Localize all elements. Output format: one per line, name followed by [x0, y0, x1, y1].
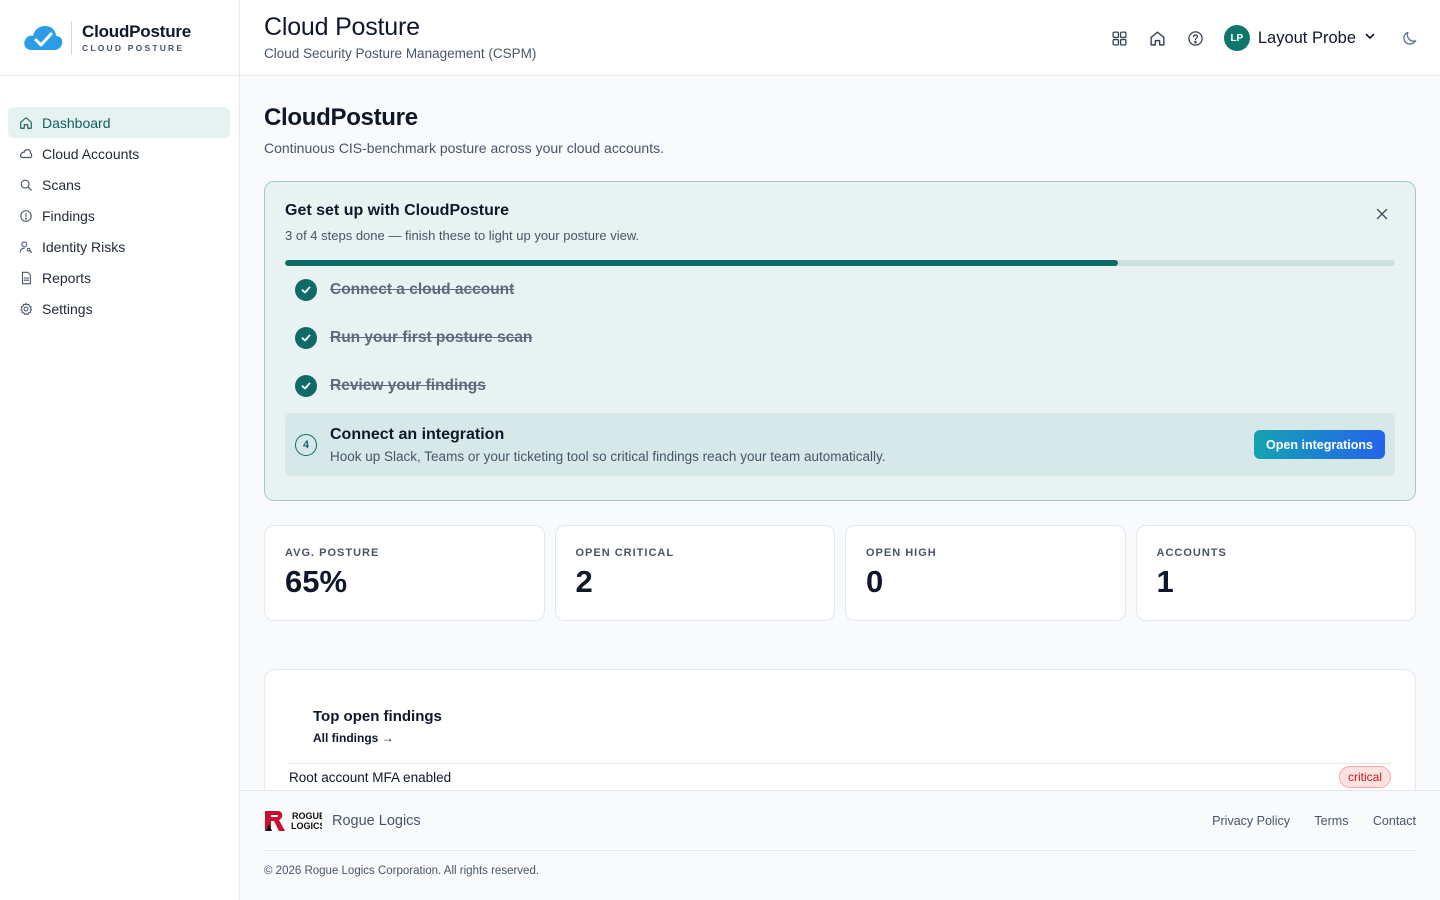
- sidebar-item-label: Identity Risks: [42, 238, 126, 255]
- terms-link[interactable]: Terms: [1314, 813, 1349, 828]
- cloud-check-logo-icon: [22, 22, 64, 54]
- stat-value: 2: [575, 564, 593, 599]
- all-findings-link[interactable]: All findings →: [313, 731, 394, 745]
- sidebar-item-label: Reports: [42, 269, 92, 286]
- avatar: LP: [1223, 25, 1250, 51]
- setup-step-done[interactable]: Run your first posture scan: [285, 314, 1395, 362]
- sidebar-item-cloud-accounts[interactable]: Cloud Accounts: [8, 138, 230, 169]
- findings-title: Top open findings: [313, 708, 442, 725]
- header-actions: LP Layout Probe: [1110, 0, 1440, 76]
- contact-link[interactable]: Contact: [1372, 813, 1416, 828]
- check-circle-icon: [295, 327, 317, 349]
- copyright: © 2026 Rogue Logics Corporation. All rig…: [264, 865, 540, 877]
- step-number-badge: 4: [295, 433, 317, 456]
- stat-value: 65%: [285, 564, 348, 599]
- apps-grid-icon[interactable]: [1110, 28, 1130, 48]
- sidebar-nav: Dashboard Cloud Accounts Scans Findings …: [0, 76, 239, 324]
- setup-step-current-title: Connect an integration: [330, 425, 505, 443]
- open-integrations-button[interactable]: Open integrations: [1254, 430, 1385, 459]
- stat-label: OPEN CRITICAL: [575, 547, 675, 559]
- setup-checklist-card: Get set up with CloudPosture 3 of 4 step…: [264, 181, 1416, 501]
- table-row[interactable]: Root account MFA enabled critical: [289, 764, 1391, 790]
- stat-value: 0: [866, 564, 884, 599]
- stat-value: 1: [1156, 564, 1174, 599]
- sidebar-item-findings[interactable]: Findings: [8, 200, 230, 231]
- chevron-down-icon: [1364, 29, 1376, 47]
- setup-progress-bar: [285, 260, 1395, 266]
- setup-step-done[interactable]: Review your findings: [285, 362, 1395, 410]
- gear-icon: [19, 302, 33, 316]
- logo-text-logics: LOGICS: [291, 821, 322, 831]
- footer-brand[interactable]: ROGUE LOGICS Rogue Logics: [264, 808, 421, 834]
- brand-divider: [71, 20, 72, 55]
- check-circle-icon: [295, 279, 317, 301]
- help-icon[interactable]: [1186, 28, 1206, 48]
- search-icon: [19, 178, 33, 192]
- findings-divider: [289, 763, 1391, 764]
- setup-step-done[interactable]: Connect a cloud account: [285, 266, 1395, 314]
- setup-step-current-description: Hook up Slack, Teams or your ticketing t…: [330, 448, 886, 464]
- home-icon[interactable]: [1148, 28, 1168, 48]
- home-icon: [19, 116, 33, 130]
- sidebar-item-label: Findings: [42, 207, 95, 224]
- sidebar-item-reports[interactable]: Reports: [8, 262, 230, 293]
- stat-label: AVG. POSTURE: [285, 547, 380, 559]
- brand-name: CloudPosture: [82, 21, 192, 41]
- footer-top: ROGUE LOGICS Rogue Logics Privacy Policy…: [264, 791, 1416, 851]
- user-name: Layout Probe: [1257, 28, 1356, 47]
- brand[interactable]: CloudPosture CLOUD POSTURE: [0, 0, 239, 76]
- stats-row: AVG. POSTURE 65% OPEN CRITICAL 2 OPEN HI…: [264, 525, 1416, 621]
- header-subtitle: Cloud Security Posture Management (CSPM): [264, 46, 537, 61]
- stat-label: OPEN HIGH: [866, 547, 937, 559]
- close-icon[interactable]: [1375, 207, 1389, 221]
- page-title: CloudPosture: [264, 104, 418, 131]
- sidebar-item-dashboard[interactable]: Dashboard: [8, 107, 230, 138]
- cloud-icon: [19, 147, 33, 161]
- footer: ROGUE LOGICS Rogue Logics Privacy Policy…: [240, 790, 1440, 900]
- topbar: Cloud Posture Cloud Security Posture Man…: [240, 0, 1440, 76]
- top-findings-card: Top open findings All findings → Root ac…: [264, 669, 1416, 790]
- stat-card-accounts: ACCOUNTS 1: [1135, 525, 1416, 621]
- setup-progress-fill: [285, 260, 1118, 266]
- alert-circle-icon: [19, 209, 33, 223]
- page-subtitle: Continuous CIS-benchmark posture across …: [264, 140, 664, 156]
- footer-links: Privacy Policy Terms Contact: [1192, 812, 1416, 830]
- sidebar-item-identity-risks[interactable]: Identity Risks: [8, 231, 230, 262]
- privacy-policy-link[interactable]: Privacy Policy: [1212, 813, 1290, 828]
- severity-badge: critical: [1338, 766, 1391, 788]
- moon-icon[interactable]: [1400, 28, 1420, 48]
- sidebar-item-settings[interactable]: Settings: [8, 293, 230, 324]
- sidebar: CloudPosture CLOUD POSTURE Dashboard Clo…: [0, 0, 240, 900]
- sidebar-item-scans[interactable]: Scans: [8, 169, 230, 200]
- stat-label: ACCOUNTS: [1156, 547, 1227, 559]
- sidebar-item-label: Settings: [42, 300, 93, 317]
- sidebar-item-label: Dashboard: [42, 114, 111, 131]
- setup-subtitle: 3 of 4 steps done — finish these to ligh…: [285, 228, 640, 243]
- setup-step-label: Connect a cloud account: [330, 281, 515, 298]
- document-icon: [19, 271, 33, 285]
- findings-header: Top open findings All findings →: [289, 708, 1391, 747]
- finding-name: Root account MFA enabled: [289, 769, 452, 785]
- sidebar-item-label: Scans: [42, 176, 81, 193]
- user-menu[interactable]: LP Layout Probe: [1223, 25, 1376, 51]
- stat-card-open-high: OPEN HIGH 0: [845, 525, 1126, 621]
- check-circle-icon: [295, 375, 317, 397]
- stat-card-avg-posture: AVG. POSTURE 65%: [264, 525, 545, 621]
- sidebar-item-label: Cloud Accounts: [42, 145, 140, 162]
- header-title: Cloud Posture: [264, 13, 420, 41]
- logo-text-rogue: ROGUE: [292, 811, 322, 821]
- stat-card-open-critical: OPEN CRITICAL 2: [554, 525, 835, 621]
- setup-step-label: Review your findings: [330, 377, 486, 394]
- setup-title: Get set up with CloudPosture: [285, 202, 510, 219]
- setup-step-label: Run your first posture scan: [330, 329, 533, 346]
- footer-company-name: Rogue Logics: [332, 812, 421, 829]
- main-content: CloudPosture Continuous CIS-benchmark po…: [240, 76, 1440, 790]
- brand-tagline: CLOUD POSTURE: [82, 42, 185, 53]
- rogue-logics-logo: ROGUE LOGICS: [264, 808, 326, 834]
- user-key-icon: [19, 240, 33, 254]
- setup-step-current: 4 Connect an integration Hook up Slack, …: [285, 413, 1395, 476]
